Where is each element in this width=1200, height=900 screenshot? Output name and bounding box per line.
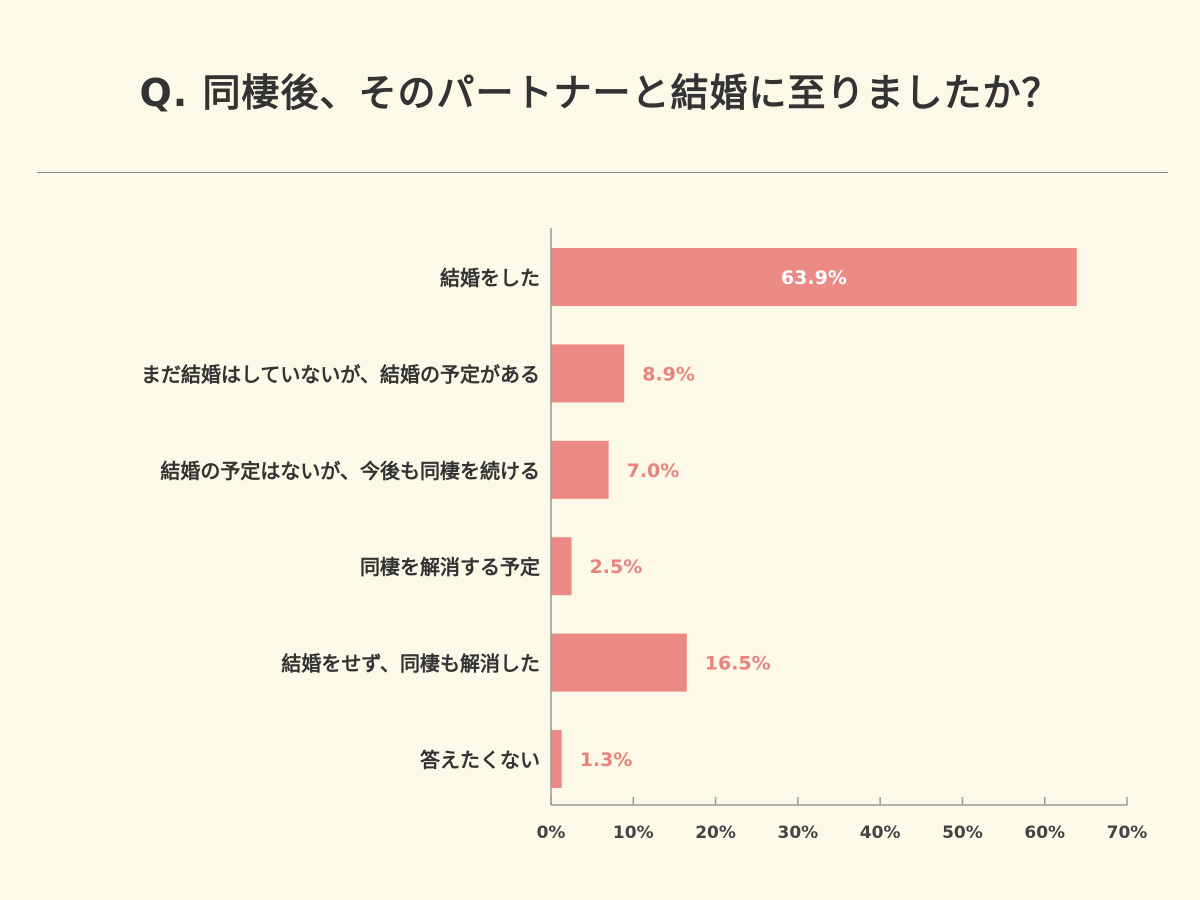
value-label: 2.5% [590,556,643,578]
x-tick-label: 20% [695,823,736,843]
category-label: 同棲を解消する予定 [360,555,540,579]
x-tick-label: 70% [1107,823,1148,843]
x-tick-label: 0% [537,823,566,843]
x-tick-label: 50% [942,823,983,843]
x-tick-label: 30% [778,823,819,843]
value-label: 7.0% [627,460,680,482]
value-label: 1.3% [580,749,633,771]
category-label: 結婚の予定はないが、今後も同棲を続ける [160,459,540,483]
bar [551,344,625,403]
bar [551,440,609,499]
x-tick-label: 60% [1024,823,1065,843]
bar [551,633,687,692]
title-divider [37,172,1168,173]
value-label: 63.9% [781,267,847,289]
value-label: 16.5% [705,653,771,675]
category-label: まだ結婚はしていないが、結婚の予定がある [141,362,540,386]
x-axis: 0% 10% 20% 30% 40% 50% 60% 70% [537,228,1148,843]
category-label: 結婚をせず、同棲も解消した [281,652,540,676]
chart-title: Q. 同棲後、そのパートナーと結婚に至りましたか？ [139,71,1061,115]
bar [551,248,1077,306]
x-tick-label: 10% [613,823,654,843]
category-labels: 結婚をしたまだ結婚はしていないが、結婚の予定がある結婚の予定はないが、今後も同棲… [141,266,540,772]
category-label: 答えたくない [420,748,540,772]
bars [551,248,1077,788]
category-label: 結婚をした [440,266,540,290]
bar [551,537,572,596]
bar [551,730,562,788]
value-labels: 63.9% 8.9% 7.0% 2.5% 16.5% 1.3% [580,267,847,771]
value-label: 8.9% [642,363,695,385]
x-tick-label: 40% [860,823,901,843]
